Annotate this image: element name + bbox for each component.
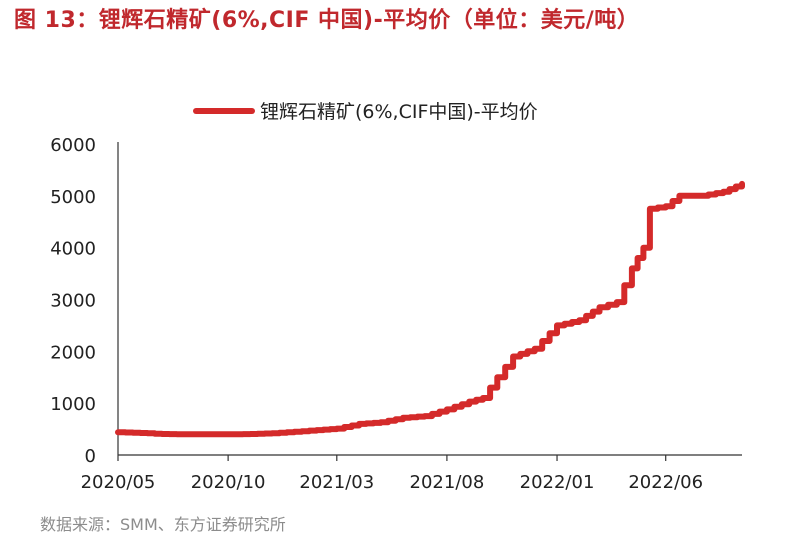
figure-title: 图 13：锂辉石精矿(6%,CIF 中国)-平均价（单位：美元/吨） bbox=[14, 8, 640, 33]
plot-area bbox=[115, 180, 745, 438]
y-tick-label: 0 bbox=[85, 446, 96, 467]
x-tick-label: 2021/08 bbox=[410, 472, 485, 493]
axes bbox=[117, 142, 742, 461]
x-tick-label: 2020/10 bbox=[191, 472, 266, 493]
series-line bbox=[115, 180, 745, 438]
y-tick-label: 2000 bbox=[50, 342, 96, 363]
data-source-note: 数据来源：SMM、东方证券研究所 bbox=[40, 515, 286, 534]
x-tick-label: 2022/06 bbox=[628, 472, 703, 493]
y-tick-label: 5000 bbox=[50, 187, 96, 208]
y-tick-label: 4000 bbox=[50, 239, 96, 260]
legend: 锂辉石精矿(6%,CIF中国)-平均价 bbox=[193, 101, 538, 123]
tick-labels: 0 1000 2000 3000 4000 5000 6000 2020/05 2020/10 2… bbox=[50, 135, 703, 493]
x-tick-label: 2021/03 bbox=[299, 472, 374, 493]
y-tick-label: 1000 bbox=[50, 394, 96, 415]
legend-label: 锂辉石精矿(6%,CIF中国)-平均价 bbox=[260, 101, 538, 123]
y-tick-label: 3000 bbox=[50, 291, 96, 312]
y-tick-label: 6000 bbox=[50, 135, 96, 156]
x-tick-label: 2022/01 bbox=[520, 472, 595, 493]
x-tick-label: 2020/05 bbox=[81, 472, 156, 493]
